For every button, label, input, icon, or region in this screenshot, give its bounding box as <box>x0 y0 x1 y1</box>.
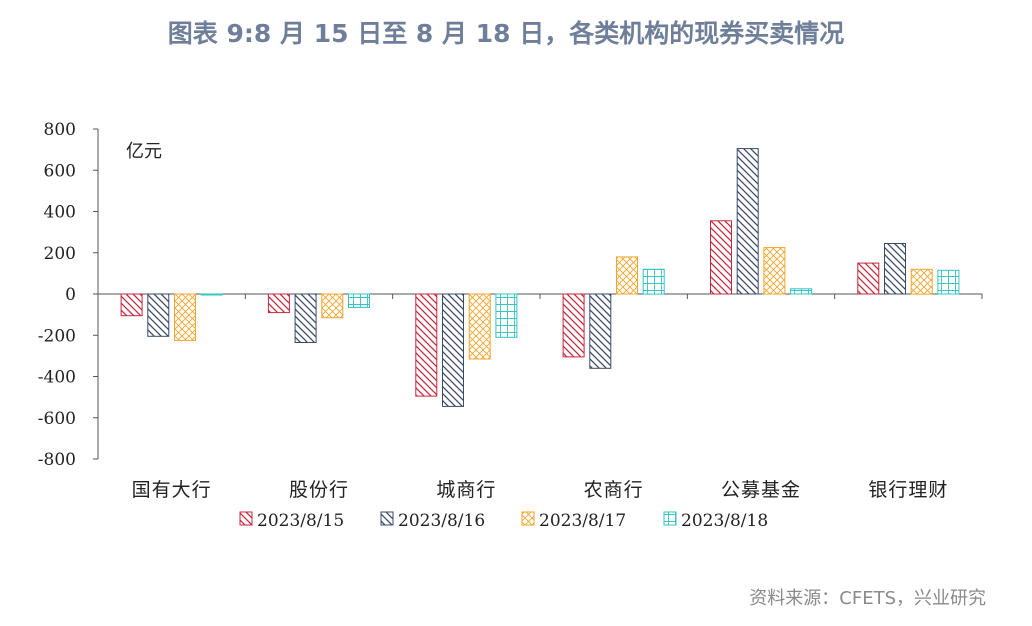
y-tick-label: -600 <box>38 409 76 429</box>
bar-4-1 <box>562 293 585 358</box>
legend-label: 2023/8/15 <box>257 511 344 531</box>
y-tick-label: 600 <box>44 161 76 181</box>
bar-4-2 <box>589 293 612 369</box>
bars <box>120 148 960 407</box>
bar-2-2 <box>294 293 317 343</box>
x-tick-label: 股份行 <box>289 479 349 501</box>
bar-1-3 <box>174 293 196 341</box>
y-tick-label: -200 <box>38 326 76 346</box>
bar-3-2 <box>442 293 464 407</box>
bar-6-1 <box>857 262 880 295</box>
bar-1-2 <box>147 293 170 337</box>
bar-5-2 <box>736 148 759 295</box>
x-tick-label: 国有大行 <box>132 479 212 501</box>
bar-2-1 <box>267 293 290 314</box>
legend-label: 2023/8/18 <box>681 511 768 531</box>
bar-6-4 <box>937 269 960 295</box>
bar-5-3 <box>763 247 786 295</box>
bar-4-4 <box>642 268 665 295</box>
y-tick-label: 200 <box>44 244 76 264</box>
x-axis: 国有大行 股份行 城商行 农商行 公募基金 银行理财 <box>97 293 983 501</box>
legend-swatch <box>663 511 677 526</box>
x-tick-label: 城商行 <box>436 479 496 501</box>
bar-5-1 <box>710 220 732 295</box>
y-tick-label: 400 <box>44 203 76 223</box>
legend-swatch <box>521 511 535 526</box>
bar-1-4 <box>200 293 223 296</box>
unit-label: 亿元 <box>126 141 162 162</box>
legend-swatch <box>380 511 394 526</box>
bar-4-3 <box>616 256 638 295</box>
bar-2-4 <box>348 293 370 308</box>
bar-6-2 <box>884 243 906 295</box>
y-tick-label: -800 <box>38 450 76 470</box>
y-tick-label: -400 <box>38 368 76 388</box>
bar-2-3 <box>321 293 344 319</box>
legend: 2023/8/15 2023/8/16 2023/8/17 2023/8/18 <box>239 511 768 531</box>
chart-title: 图表 9:8 月 15 日至 8 月 18 日，各类机构的现券买卖情况 <box>167 19 845 48</box>
legend-swatch <box>239 511 253 526</box>
x-tick-label: 农商行 <box>584 479 644 501</box>
y-axis: -800 -600 -400 -200 0 200 400 600 800 <box>38 120 99 470</box>
bar-6-3 <box>910 268 933 295</box>
legend-label: 2023/8/17 <box>539 511 626 531</box>
bar-3-3 <box>468 293 491 360</box>
x-tick-label: 银行理财 <box>868 479 948 501</box>
bar-5-4 <box>790 288 813 295</box>
bar-3-4 <box>495 293 518 338</box>
x-tick-label: 公募基金 <box>721 479 801 501</box>
y-tick-label: 800 <box>44 120 76 140</box>
bar-1-1 <box>120 293 143 317</box>
bar-3-1 <box>415 293 438 397</box>
legend-label: 2023/8/16 <box>398 511 485 531</box>
source-note: 资料来源：CFETS，兴业研究 <box>749 588 986 609</box>
y-tick-label: 0 <box>65 285 76 305</box>
